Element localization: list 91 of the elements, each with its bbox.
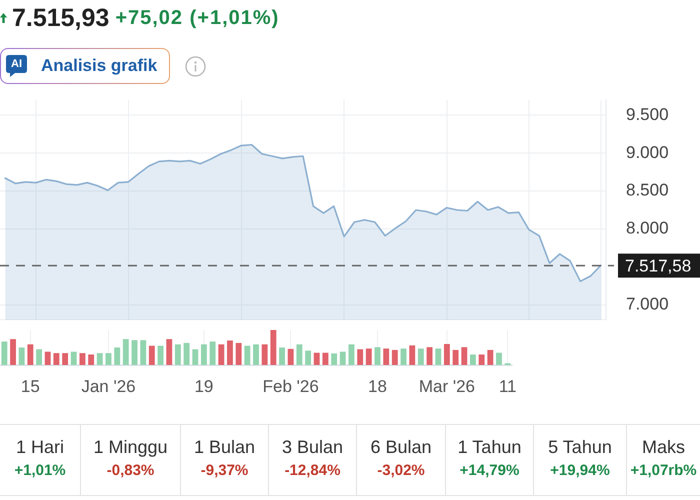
text: -3,02% (377, 462, 425, 479)
bar (166, 339, 172, 365)
category-label: 1 Hari (14, 436, 65, 458)
category-label: 1 Bulan (192, 436, 256, 458)
bar (470, 354, 476, 365)
text: +1,01% (14, 462, 66, 479)
category-label: 1 Tahun (456, 436, 522, 458)
chart-title: 7.515,93 (12, 4, 110, 32)
bar (426, 347, 433, 365)
bar (27, 344, 34, 365)
category-label: Maks (640, 436, 686, 458)
bar (478, 354, 485, 365)
bar (383, 348, 390, 365)
bar (1, 342, 8, 365)
bar (200, 344, 207, 365)
y-tick-label: 8.000 (626, 218, 669, 238)
bar (435, 348, 442, 365)
bar (279, 348, 285, 365)
bar (331, 353, 338, 365)
text: -12,84% (284, 462, 340, 479)
bar (409, 345, 416, 365)
bar (44, 352, 51, 365)
bar (357, 349, 364, 365)
bar (79, 353, 86, 365)
bar (62, 353, 68, 365)
bar (184, 342, 190, 365)
bar (106, 353, 112, 365)
bar (452, 350, 459, 365)
y-tick-label: 9.500 (626, 104, 669, 124)
bar (210, 342, 216, 365)
bar (400, 348, 406, 365)
bar (374, 347, 380, 365)
category-label: 3 Bulan (280, 436, 344, 458)
bar (253, 344, 259, 365)
bar (53, 353, 60, 365)
x-tick-label: 15 (20, 376, 40, 396)
y-tick-label: 9.000 (626, 142, 669, 162)
bar (236, 342, 242, 365)
x-tick-label: Jan '26 (81, 376, 136, 396)
y-tick-label: 8.500 (626, 180, 669, 200)
text: +14,79% (460, 462, 520, 479)
bar (96, 353, 103, 365)
bar (132, 340, 138, 365)
bar (322, 352, 328, 365)
bar (192, 349, 198, 365)
bar (314, 352, 320, 365)
bar (18, 348, 25, 365)
category-label: 5 Tahun (547, 436, 613, 458)
bar (296, 344, 302, 365)
bar (348, 344, 354, 365)
bar (10, 339, 16, 365)
bar (262, 344, 268, 365)
bar (148, 346, 155, 365)
bar (288, 348, 294, 365)
category-label: 1 Minggu (92, 436, 169, 458)
bar (366, 348, 372, 365)
text: -0,83% (106, 462, 154, 479)
bar (114, 348, 120, 365)
bar (487, 350, 494, 365)
bar (88, 354, 94, 365)
bar (70, 352, 77, 365)
x-tick-label: 18 (368, 376, 387, 396)
bar (496, 352, 502, 365)
x-tick-label: 19 (194, 376, 214, 396)
y-tick-label: 7.000 (626, 294, 669, 314)
bar (218, 344, 224, 365)
x-tick-label: 11 (498, 376, 516, 396)
bar (392, 350, 398, 365)
bar (174, 344, 181, 365)
bar (461, 347, 468, 365)
bar (305, 350, 312, 365)
bar (418, 348, 424, 365)
bar (444, 344, 450, 365)
chart-subtitle: +75,02 (+1,01%) (115, 6, 280, 30)
bar (340, 352, 346, 365)
bar (140, 340, 146, 365)
bar (227, 340, 233, 365)
bar (270, 330, 276, 365)
bar (244, 346, 250, 365)
bar (36, 349, 42, 365)
x-tick-label: Mar '26 (418, 376, 475, 396)
text: +1,07rb% (630, 462, 697, 479)
text: +19,94% (550, 462, 610, 479)
text: -9,37% (200, 462, 248, 479)
bar (122, 339, 129, 365)
text: Analisis grafik (41, 56, 158, 76)
text: AI (10, 57, 23, 72)
x-tick-label: Feb '26 (262, 376, 319, 396)
bar (158, 346, 164, 365)
ref-line-label: 7.517,58 (625, 256, 692, 276)
category-label: 6 Bulan (369, 436, 433, 458)
